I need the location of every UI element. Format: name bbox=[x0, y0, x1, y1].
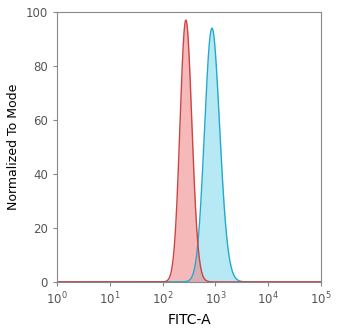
X-axis label: FITC-A: FITC-A bbox=[167, 313, 211, 327]
Y-axis label: Normalized To Mode: Normalized To Mode bbox=[7, 84, 20, 210]
